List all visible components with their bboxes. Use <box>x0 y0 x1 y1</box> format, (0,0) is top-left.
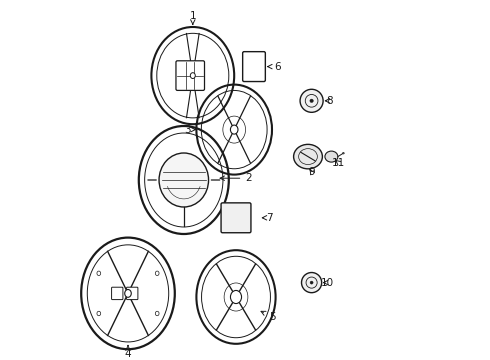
Ellipse shape <box>230 125 238 134</box>
Ellipse shape <box>325 151 338 162</box>
Text: 4: 4 <box>124 346 131 359</box>
FancyBboxPatch shape <box>176 61 204 90</box>
Ellipse shape <box>301 273 321 293</box>
Text: 8: 8 <box>325 96 333 106</box>
Text: 9: 9 <box>308 167 315 177</box>
Text: 7: 7 <box>262 213 273 223</box>
Text: 1: 1 <box>190 11 196 24</box>
Ellipse shape <box>125 289 131 297</box>
Text: 3: 3 <box>184 125 196 135</box>
Text: 6: 6 <box>268 62 281 72</box>
Text: 10: 10 <box>321 278 334 288</box>
FancyBboxPatch shape <box>126 287 138 300</box>
FancyBboxPatch shape <box>221 203 251 233</box>
Ellipse shape <box>310 99 313 103</box>
Ellipse shape <box>294 144 322 169</box>
Ellipse shape <box>230 291 242 303</box>
Text: 2: 2 <box>220 173 252 183</box>
FancyBboxPatch shape <box>112 287 123 300</box>
Text: 5: 5 <box>261 311 275 322</box>
Ellipse shape <box>159 153 209 207</box>
Ellipse shape <box>190 73 196 78</box>
Ellipse shape <box>310 281 313 284</box>
Ellipse shape <box>300 89 323 112</box>
Text: 11: 11 <box>332 158 345 168</box>
FancyBboxPatch shape <box>243 52 266 82</box>
Ellipse shape <box>343 153 344 154</box>
